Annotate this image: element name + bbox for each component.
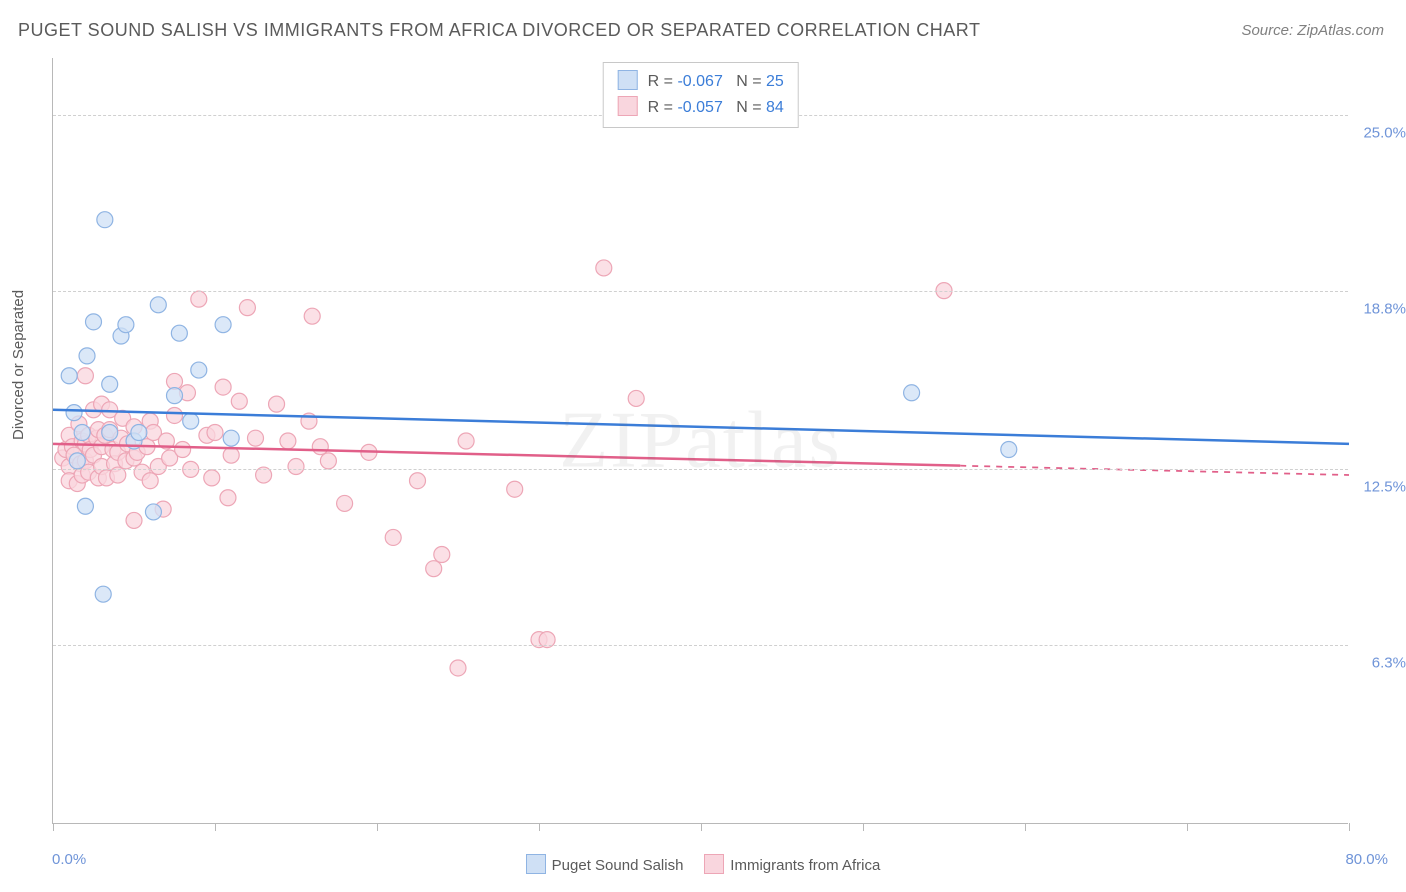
trend-layer (53, 58, 1348, 823)
stats-legend: R = -0.067 N = 25 R = -0.057 N = 84 (602, 62, 799, 128)
chart-title: PUGET SOUND SALISH VS IMMIGRANTS FROM AF… (18, 20, 980, 41)
x-tick (539, 823, 540, 831)
y-tick-label: 25.0% (1354, 124, 1406, 141)
gridline (53, 469, 1348, 470)
trend-line (53, 444, 960, 466)
x-tick (1349, 823, 1350, 831)
x-tick (863, 823, 864, 831)
stats-row: R = -0.057 N = 84 (617, 95, 784, 121)
y-axis-label: Divorced or Separated (10, 290, 27, 440)
legend-label: Puget Sound Salish (552, 857, 684, 874)
plot-area: ZIPatlas R = -0.067 N = 25 R = -0.057 N … (52, 58, 1348, 824)
x-tick (701, 823, 702, 831)
x-tick (1025, 823, 1026, 831)
gridline (53, 291, 1348, 292)
gridline (53, 645, 1348, 646)
stats-row: R = -0.067 N = 25 (617, 69, 784, 95)
series-legend: Puget Sound Salish Immigrants from Afric… (0, 854, 1406, 874)
legend-label: Immigrants from Africa (730, 857, 880, 874)
x-tick (377, 823, 378, 831)
y-tick-label: 12.5% (1354, 479, 1406, 496)
x-tick (53, 823, 54, 831)
source-label: Source: ZipAtlas.com (1241, 22, 1384, 39)
trend-line (53, 410, 1349, 444)
x-tick (1187, 823, 1188, 831)
trend-line-extrapolated (960, 466, 1349, 475)
y-tick-label: 6.3% (1354, 655, 1406, 672)
x-tick (215, 823, 216, 831)
y-tick-label: 18.8% (1354, 300, 1406, 317)
